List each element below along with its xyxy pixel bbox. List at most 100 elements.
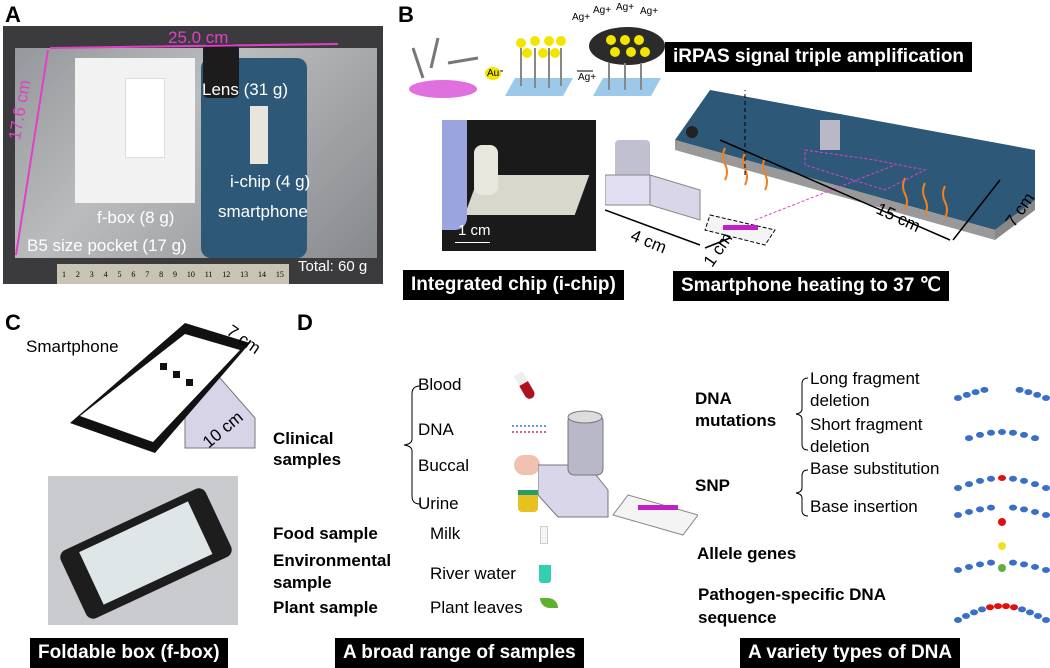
chip-on-phone-schematic: [605, 90, 1035, 249]
dna-bead: [1033, 391, 1042, 398]
panel-c-label: C: [5, 310, 21, 335]
dna-bead: [1042, 567, 1050, 573]
dna-bead: [1020, 431, 1028, 438]
dna-bead: [1002, 603, 1010, 610]
sample-plant-leaves: Plant leaves: [430, 598, 523, 617]
ichip-photo: [442, 120, 596, 251]
dna-mutations-heading: DNA mutations: [695, 389, 777, 430]
dna-banner: A variety types of DNA: [740, 638, 961, 668]
dna-bead: [954, 617, 962, 623]
pocket-label: B5 size pocket (17 g): [27, 236, 187, 255]
total-label: Total: 60 g: [298, 258, 368, 275]
dna-bead: [987, 429, 995, 436]
dna-bead: [1034, 613, 1042, 620]
dna-bead: [994, 603, 1002, 610]
dna-bead: [976, 561, 984, 568]
ag-ion: Ag+: [593, 5, 612, 16]
dna-bead-chains: [954, 386, 1050, 623]
dimension-arrows: [15, 43, 339, 256]
dna-bead: [1042, 617, 1050, 623]
dna-bead: [976, 477, 984, 484]
dna-bead: [1031, 563, 1039, 570]
dna-helix-icon: [512, 425, 546, 433]
dna-bead: [976, 506, 984, 513]
mouth-icon: [514, 455, 540, 475]
samples-banner: A broad range of samples: [335, 638, 584, 668]
fbox-label: f-box (8 g): [97, 208, 175, 227]
lens-label: Lens (31 g): [202, 80, 288, 99]
dna-bead: [965, 481, 973, 488]
dna-bead: [970, 609, 978, 616]
long-deletion-label: Long fragment deletion: [810, 369, 920, 410]
fbox-banner: Foldable box (f-box): [30, 638, 228, 668]
dna-bead: [1031, 435, 1039, 442]
ruler-tick: 3: [89, 269, 94, 279]
heating-banner: Smartphone heating to 37 ℃: [673, 271, 949, 301]
dna-bead: [1024, 389, 1033, 396]
ruler-tick: 4: [103, 269, 108, 279]
ruler-tick: 7: [145, 269, 150, 279]
dna-bead: [987, 559, 995, 566]
dna-bead: [987, 475, 995, 482]
dna-bead: [1009, 504, 1017, 511]
panel-b-label: B: [398, 2, 414, 27]
dna-bead: [954, 512, 962, 518]
blood-tube-icon: [513, 371, 537, 401]
dna-bead: [1026, 609, 1034, 616]
dna-bead: [962, 391, 971, 398]
irpas-scheme: [409, 27, 665, 98]
sample-buccal: Buccal: [418, 456, 470, 475]
dna-bead: [1031, 508, 1039, 515]
dna-bead: [976, 431, 984, 438]
dna-bead: [1042, 395, 1050, 401]
irpas-banner: iRPAS signal triple amplification: [665, 42, 973, 72]
ag-ion: Ag+: [616, 2, 635, 13]
water-glass-icon: [539, 565, 551, 583]
sample-river-water: River water: [430, 564, 516, 583]
dna-bead: [971, 389, 980, 396]
ag-ion: Ag+: [572, 12, 591, 23]
dna-bead: [1020, 477, 1028, 484]
fbox-photo: [48, 476, 238, 625]
base-substitution-label: Base substitution: [810, 459, 940, 478]
dna-bead: [980, 386, 989, 393]
dna-bead: [954, 395, 962, 401]
plant-heading: Plant sample: [273, 598, 378, 617]
fbox-schematic: [70, 323, 256, 453]
dna-bead: [1042, 512, 1050, 518]
food-heading: Food sample: [273, 524, 378, 543]
scale-bar-label: 1 cm: [458, 222, 491, 239]
short-deletion-label: Short fragment deletion: [810, 415, 923, 456]
au-label: Au: [485, 67, 502, 80]
dna-bead: [954, 485, 962, 491]
ruler-tick: 1: [61, 269, 66, 279]
leaf-icon: [540, 598, 558, 608]
ruler-tick: 13: [240, 269, 249, 279]
base-insertion-label: Base insertion: [810, 497, 918, 516]
dna-bead: [1031, 481, 1039, 488]
sample-dna: DNA: [418, 420, 454, 439]
ruler-tick: 5: [117, 269, 122, 279]
dna-bead: [1010, 604, 1018, 611]
panel-a-photo: 1 2 3 4 5 6 7 8 9 10 11 12 13 14 15: [3, 26, 383, 284]
dna-bead: [986, 604, 994, 611]
dna-bead: [998, 429, 1006, 435]
ruler-tick: 15: [275, 269, 284, 279]
ichip-schematic: [538, 410, 698, 536]
dna-bead: [1009, 559, 1017, 566]
allele-bead: [998, 564, 1006, 572]
ag-ion: Ag+: [640, 6, 659, 17]
ruler: 1 2 3 4 5 6 7 8 9 10 11 12 13 14 15: [57, 264, 289, 284]
allele-heading: Allele genes: [697, 544, 797, 563]
ag-arrow-label: Ag+: [578, 72, 597, 83]
dna-bead: [1042, 485, 1050, 491]
dna-bead: [1020, 506, 1028, 513]
environmental-heading: Environmental sample: [273, 551, 392, 592]
dna-bead: [965, 563, 973, 570]
allele-bead: [998, 542, 1006, 550]
ruler-tick: 11: [204, 269, 213, 279]
ichip-banner: Integrated chip (i-chip): [403, 270, 624, 300]
sample-urine: Urine: [418, 494, 459, 513]
pathogen-heading: Pathogen-specific DNA sequence: [698, 585, 886, 627]
smartphone-label: smartphone: [218, 202, 308, 221]
